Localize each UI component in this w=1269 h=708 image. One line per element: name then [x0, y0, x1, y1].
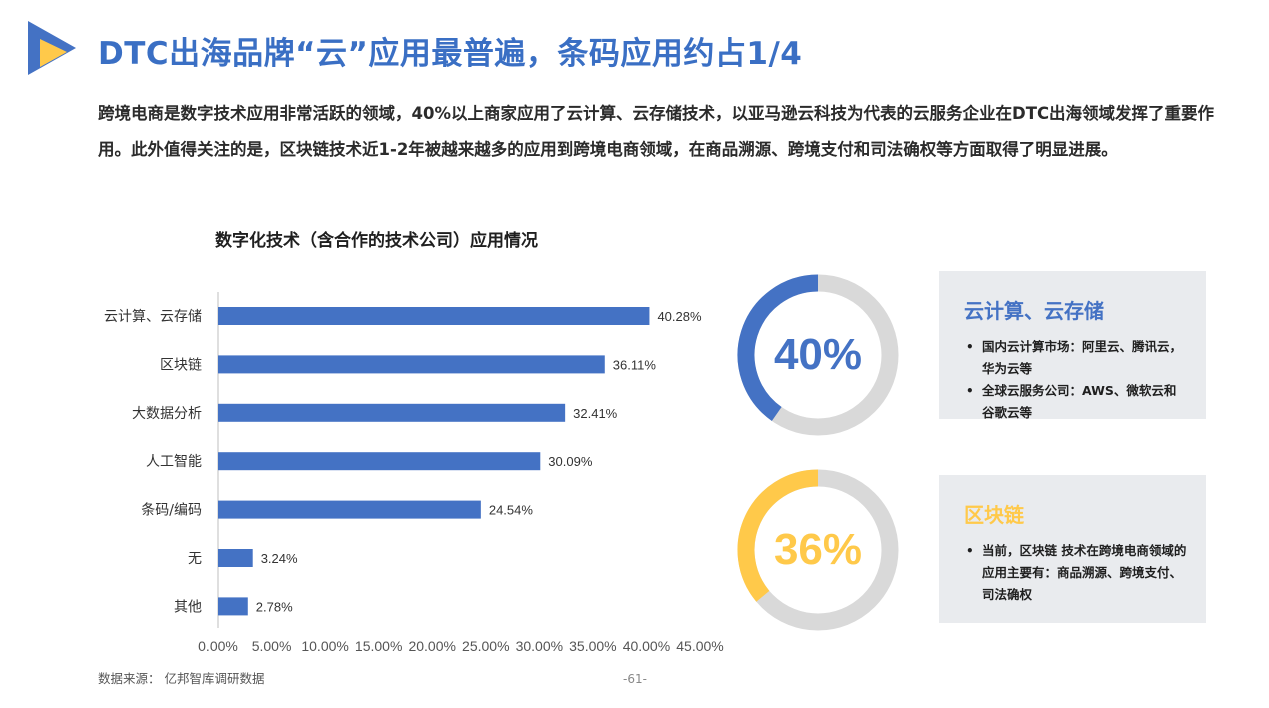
category-label: 无: [188, 551, 202, 567]
list-item: • 全球云服务公司：AWS、微软云和谷歌云等: [964, 380, 1188, 424]
bar: [218, 500, 481, 519]
x-tick-label: 40.00%: [623, 638, 670, 654]
bar: [218, 355, 605, 374]
category-label: 大数据分析: [132, 406, 202, 422]
play-triangle-logo-icon: [28, 21, 76, 75]
category-label: 其他: [174, 599, 202, 615]
page-title: DTC出海品牌“云”应用最普遍，条码应用约占1/4: [98, 36, 803, 72]
bar: [218, 403, 566, 422]
data-label: 24.54%: [489, 503, 534, 518]
x-tick-label: 45.00%: [676, 638, 723, 654]
bar: [218, 597, 248, 616]
category-label: 条码/编码: [141, 502, 202, 519]
donut-chart-cloud: 40%: [735, 272, 901, 438]
x-tick-label: 15.00%: [355, 638, 402, 654]
list-item: • 当前，区块链 技术在跨境电商领域的应用主要有：商品溯源、跨境支付、司法确权: [964, 540, 1188, 606]
category-label: 云计算、云存储: [104, 309, 202, 325]
info-box-blockchain: 区块链 • 当前，区块链 技术在跨境电商领域的应用主要有：商品溯源、跨境支付、司法…: [939, 475, 1206, 623]
source-note: 数据来源： 亿邦智库调研数据: [98, 671, 265, 686]
donut-arc: [737, 274, 819, 421]
list-item-text: 当前，区块链 技术在跨境电商领域的应用主要有：商品溯源、跨境支付、司法确权: [982, 543, 1187, 602]
info-list: • 国内云计算市场：阿里云、腾讯云，华为云等 • 全球云服务公司：AWS、微软云和谷…: [964, 336, 1188, 424]
x-tick-label: 30.00%: [516, 638, 563, 654]
donut-percent-label: 36%: [773, 525, 863, 574]
data-label: 30.09%: [548, 454, 593, 469]
info-title: 云计算、云存储: [964, 299, 1104, 323]
data-label: 2.78%: [256, 599, 293, 614]
data-label: 3.24%: [261, 551, 298, 566]
data-label: 40.28%: [657, 309, 702, 324]
bar: [218, 307, 650, 325]
bar: [218, 549, 253, 567]
donut-arc: [737, 469, 819, 602]
info-box-cloud: 云计算、云存储 • 国内云计算市场：阿里云、腾讯云，华为云等 • 全球云服务公司：A…: [939, 271, 1206, 420]
bar: [218, 452, 541, 471]
info-list: • 当前，区块链 技术在跨境电商领域的应用主要有：商品溯源、跨境支付、司法确权: [964, 540, 1188, 606]
intro-paragraph: 跨境电商是数字技术应用非常活跃的领域，40%以上商家应用了云计算、云存储技术，以…: [98, 104, 1215, 159]
donut-percent-label: 40%: [773, 330, 863, 379]
x-tick-label: 20.00%: [408, 638, 455, 654]
x-tick-label: 5.00%: [252, 638, 292, 654]
list-item: • 国内云计算市场：阿里云、腾讯云，华为云等: [964, 336, 1188, 380]
list-item-text: 国内云计算市场：阿里云、腾讯云，华为云等: [982, 339, 1183, 376]
category-label: 人工智能: [146, 454, 202, 470]
bar-chart: 云计算、云存储 40.28% 区块链 36.11% 大数据分析 32.41% 人工智能 30.…: [104, 292, 724, 654]
x-tick-label: 25.00%: [462, 638, 509, 654]
bullet-icon: •: [966, 544, 974, 558]
x-tick-label: 35.00%: [569, 638, 616, 654]
category-label: 区块链: [160, 357, 202, 373]
chart-title: 数字化技术（含合作的技术公司）应用情况: [215, 231, 538, 251]
data-label: 36.11%: [613, 357, 657, 372]
x-tick-label: 0.00%: [198, 638, 238, 654]
page-number: -61-: [623, 672, 647, 686]
donut-chart-blockchain: 36%: [735, 467, 901, 633]
x-tick-label: 10.00%: [301, 638, 348, 654]
bullet-icon: •: [966, 384, 974, 398]
list-item-text: 全球云服务公司：AWS、微软云和谷歌云等: [982, 383, 1177, 420]
data-label: 32.41%: [573, 406, 618, 421]
bullet-icon: •: [966, 340, 974, 354]
info-title: 区块链: [964, 503, 1024, 527]
